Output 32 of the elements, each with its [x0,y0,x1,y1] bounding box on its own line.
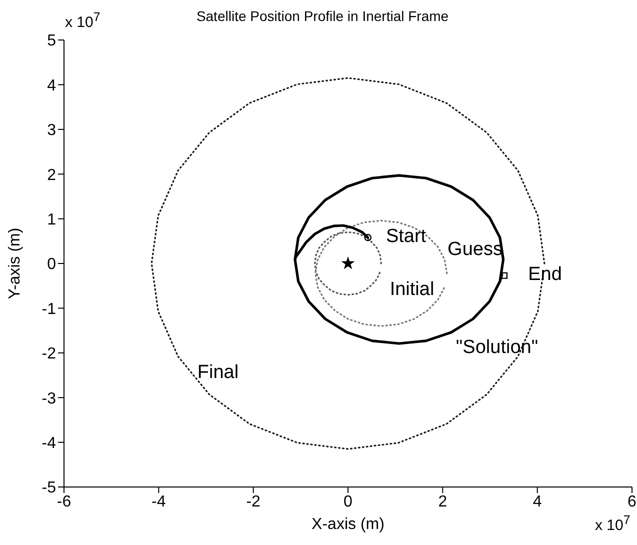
y-axis-title: Y-axis (m) [6,228,24,300]
annotation: End [528,264,562,286]
y-tick-label: -2 [42,346,56,363]
y-tick-label: 3 [47,122,56,140]
x-tick-label: 0 [344,493,353,510]
annotation: "Solution" [456,337,538,359]
line-series [314,220,448,327]
y-tick-label: 0 [47,256,56,274]
x-tick-label: -4 [152,493,166,510]
annotation: Initial [390,279,434,301]
y-tick-label: 2 [47,166,56,184]
y-tick-label: -4 [42,434,56,452]
x-tick-label: -2 [246,493,261,510]
x-tick-label: -6 [56,493,72,510]
y-tick-label: -5 [42,480,56,497]
y-tick-label: 4 [47,77,56,94]
point [342,258,354,268]
line-series [314,231,382,296]
x-axis-title: X-axis (m) [312,516,384,533]
chart-title: Satellite Position Profile in Inertial Frame [196,8,449,24]
x-tick-label: 2 [438,493,448,510]
x-tick-label: 4 [532,493,542,510]
annotation: Start [386,226,426,248]
y-tick-label: -3 [42,390,56,408]
y-tick-label: -1 [42,300,56,318]
y-tick-label: 1 [47,211,56,228]
annotation: Final [197,362,239,384]
text: x 10$^{7}$ [65,10,100,31]
y-tick-label: 5 [47,32,56,50]
point [364,234,372,242]
text: x 10$^{7}$ [595,513,630,534]
x-tick-label: 6 [628,493,637,510]
